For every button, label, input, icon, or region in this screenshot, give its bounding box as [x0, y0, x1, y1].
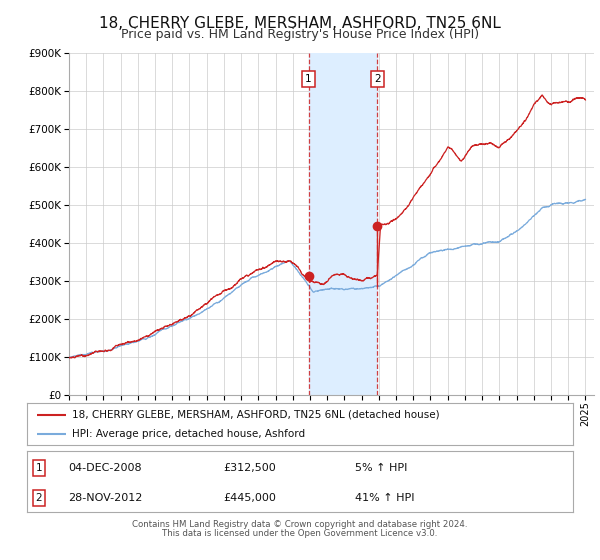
Text: £445,000: £445,000: [224, 493, 277, 503]
Bar: [308, 53, 377, 395]
Text: 1: 1: [35, 463, 43, 473]
Text: This data is licensed under the Open Government Licence v3.0.: This data is licensed under the Open Gov…: [163, 529, 437, 538]
Text: Price paid vs. HM Land Registry's House Price Index (HPI): Price paid vs. HM Land Registry's House …: [121, 28, 479, 41]
Text: 18, CHERRY GLEBE, MERSHAM, ASHFORD, TN25 6NL (detached house): 18, CHERRY GLEBE, MERSHAM, ASHFORD, TN25…: [72, 409, 439, 419]
Text: £312,500: £312,500: [224, 463, 277, 473]
Text: 5% ↑ HPI: 5% ↑ HPI: [355, 463, 407, 473]
Text: 41% ↑ HPI: 41% ↑ HPI: [355, 493, 414, 503]
Text: 2: 2: [35, 493, 43, 503]
Text: Contains HM Land Registry data © Crown copyright and database right 2024.: Contains HM Land Registry data © Crown c…: [132, 520, 468, 529]
Text: 2: 2: [374, 74, 380, 84]
Text: 1: 1: [305, 74, 312, 84]
Text: 04-DEC-2008: 04-DEC-2008: [68, 463, 142, 473]
Text: 28-NOV-2012: 28-NOV-2012: [68, 493, 142, 503]
Text: HPI: Average price, detached house, Ashford: HPI: Average price, detached house, Ashf…: [72, 429, 305, 439]
Text: 18, CHERRY GLEBE, MERSHAM, ASHFORD, TN25 6NL: 18, CHERRY GLEBE, MERSHAM, ASHFORD, TN25…: [99, 16, 501, 31]
